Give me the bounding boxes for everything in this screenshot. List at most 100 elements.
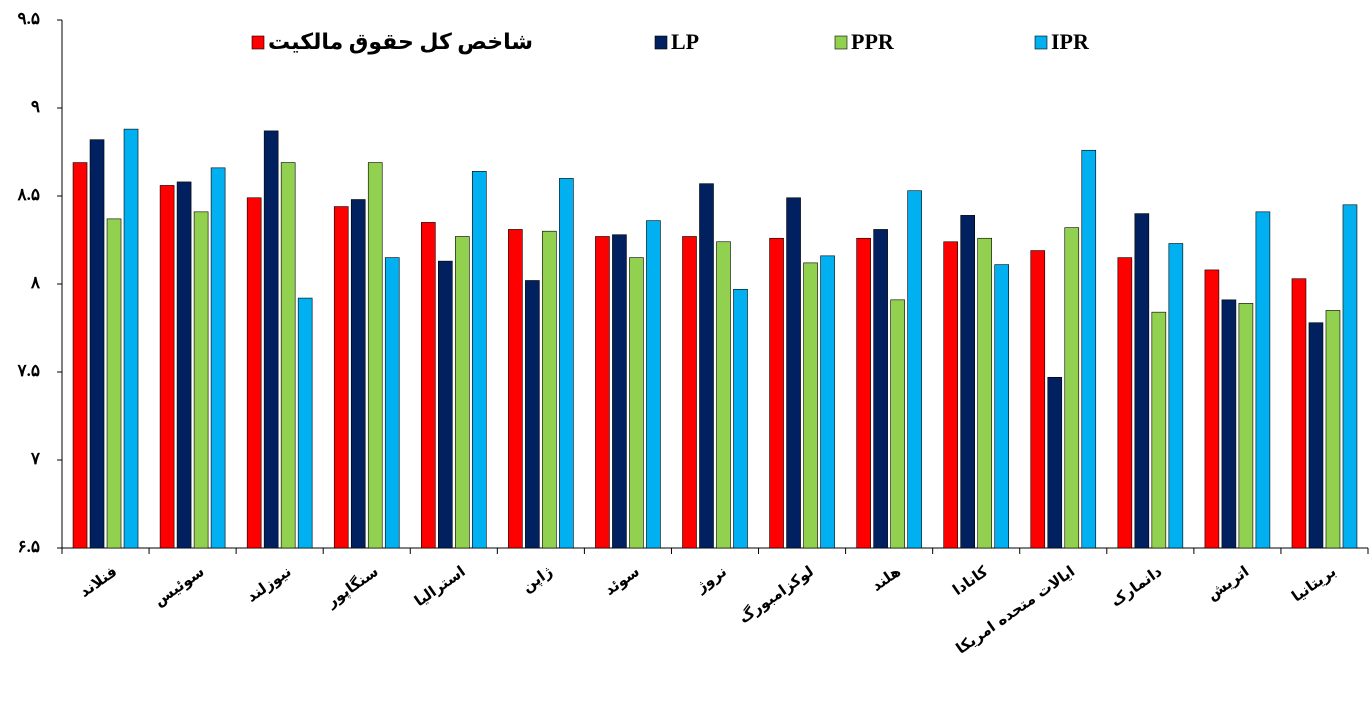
bar	[297, 297, 313, 549]
x-tick-label: سوئد	[601, 562, 643, 599]
bar	[1117, 257, 1133, 549]
bar	[716, 241, 731, 549]
bar	[769, 237, 784, 549]
legend-swatch	[251, 35, 265, 50]
bar	[420, 222, 436, 549]
x-tick-label: اتریش	[1203, 562, 1252, 604]
bar	[437, 260, 453, 549]
bar	[1238, 303, 1254, 549]
bar	[471, 171, 487, 549]
legend-label: PPR	[851, 29, 895, 54]
x-label-group: استرالیا	[411, 562, 469, 610]
bar	[525, 280, 540, 549]
bar	[193, 211, 209, 549]
x-tick-label: سنگاپور	[322, 562, 382, 612]
bar	[890, 299, 905, 549]
x-tick-label: بریتانیا	[1288, 562, 1339, 605]
x-tick-label: فنلاند	[76, 562, 120, 601]
bar	[1081, 149, 1097, 549]
y-tick-label: ۹	[31, 97, 40, 116]
y-tick-label: ۸.۵	[16, 185, 40, 204]
bar	[384, 257, 400, 549]
bar	[960, 215, 976, 549]
x-label-group: کانادا	[949, 562, 991, 599]
bar	[89, 139, 105, 549]
bar	[595, 236, 610, 549]
bar	[699, 183, 714, 549]
x-tick-label: کانادا	[949, 562, 991, 599]
x-tick-label: نیوزلند	[243, 562, 294, 606]
bar	[246, 197, 262, 549]
bar	[367, 162, 383, 549]
bar	[1064, 227, 1080, 549]
x-label-group: هلند	[868, 562, 904, 595]
legend-swatch	[1034, 35, 1048, 50]
bar	[873, 229, 888, 549]
bar	[123, 128, 139, 549]
bar	[1221, 299, 1237, 549]
bar	[1308, 322, 1324, 549]
bar	[559, 178, 574, 549]
x-tick-label: نروژ	[692, 562, 730, 596]
bar	[629, 257, 644, 549]
bar	[1168, 243, 1184, 549]
bar	[159, 185, 175, 549]
y-tick-label: ۶.۵	[17, 537, 40, 556]
bar	[856, 237, 871, 549]
bar	[682, 236, 697, 549]
x-tick-label: هلند	[868, 562, 904, 595]
bar	[907, 190, 922, 549]
y-tick-label: ۷.۵	[16, 361, 40, 380]
bar	[1291, 278, 1307, 549]
legend-label: شاخص کل حقوق مالکیت	[268, 29, 533, 55]
bar	[1342, 204, 1358, 549]
x-label-group: اتریش	[1203, 562, 1252, 604]
bar	[350, 199, 366, 549]
x-label-group: لوکزامبورگ	[735, 562, 817, 627]
bar	[454, 236, 470, 549]
x-label-group: ژاپن	[518, 562, 556, 596]
x-tick-label: ژاپن	[518, 562, 556, 596]
legend-swatch	[834, 35, 848, 50]
x-tick-label: استرالیا	[411, 562, 469, 610]
bar	[72, 162, 88, 549]
bar	[943, 241, 959, 549]
bar	[210, 167, 226, 549]
legend-label: IPR	[1051, 29, 1090, 54]
bar	[333, 206, 349, 549]
bar	[1030, 250, 1046, 549]
x-label-group: دانمارک	[1107, 562, 1165, 610]
y-tick-label: ۸	[30, 273, 41, 292]
bar	[612, 234, 627, 549]
bar	[1255, 211, 1271, 549]
bar	[263, 130, 279, 549]
bar	[977, 237, 993, 549]
x-label-group: سوئیس	[150, 562, 207, 610]
bar	[733, 288, 748, 549]
x-label-group: فنلاند	[76, 562, 120, 601]
bar	[1151, 311, 1167, 549]
bar	[994, 264, 1010, 549]
y-tick-label: ۷	[30, 449, 41, 468]
x-label-group: نروژ	[692, 562, 730, 596]
x-label-group: سنگاپور	[322, 562, 382, 612]
bar	[1047, 376, 1063, 549]
legend-swatch	[654, 35, 668, 50]
bar	[176, 181, 192, 549]
x-tick-label: دانمارک	[1107, 562, 1165, 610]
bar	[786, 197, 801, 549]
x-label-group: نیوزلند	[243, 562, 294, 606]
bar	[1325, 310, 1341, 549]
bar	[1204, 269, 1220, 549]
x-label-group: بریتانیا	[1288, 562, 1339, 605]
bar	[1134, 213, 1150, 549]
x-tick-label: سوئیس	[150, 562, 207, 610]
bar	[803, 262, 818, 549]
bar	[820, 255, 835, 549]
bar	[542, 230, 557, 549]
x-label-group: سوئد	[601, 562, 643, 599]
bar	[280, 162, 296, 549]
x-tick-label: لوکزامبورگ	[735, 562, 817, 627]
bar	[646, 220, 661, 549]
